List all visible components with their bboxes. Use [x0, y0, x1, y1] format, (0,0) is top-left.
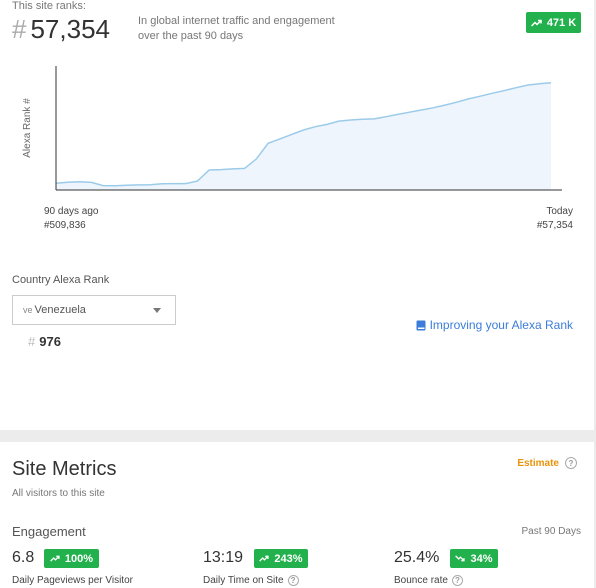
estimate-label: Estimate [517, 457, 559, 469]
pageviews-change-value: 100% [64, 552, 94, 565]
bounce-rate-change-badge: 34% [450, 549, 498, 568]
rank-description: In global internet traffic and engagemen… [138, 14, 335, 44]
trend-down-icon [455, 555, 466, 562]
estimate-info[interactable]: Estimate ? [517, 457, 577, 469]
rank-description-line1: In global internet traffic and engagemen… [138, 15, 335, 27]
rank-label: This site ranks: [12, 0, 86, 12]
bounce-rate-label: Bounce rate [394, 575, 448, 586]
venezuela-flag-icon: ve [23, 305, 33, 315]
chart-start-label: 90 days ago [44, 206, 99, 217]
pageviews-value: 6.8 [12, 549, 35, 566]
bounce-rate-label-row: Bounce rate ? [394, 575, 463, 586]
time-on-site-label-row: Daily Time on Site ? [203, 575, 299, 586]
time-on-site-value: 13:19 [203, 549, 244, 566]
period-label: Past 90 Days [521, 526, 581, 537]
country-rank-label: Country Alexa Rank [12, 274, 110, 286]
time-on-site-change-badge: 243% [254, 549, 308, 568]
country-select[interactable]: ve Venezuela [12, 295, 176, 325]
chart-end-value: #57,354 [536, 220, 573, 231]
pageviews-change-badge: 100% [44, 549, 99, 568]
metrics-title: Site Metrics [12, 458, 117, 480]
chart-end: Today #57,354 [537, 205, 573, 233]
help-icon[interactable]: ? [451, 575, 463, 586]
rank-hash: # [12, 14, 27, 44]
book-icon [416, 320, 426, 330]
engagement-heading: Engagement [12, 524, 86, 539]
trend-up-icon [259, 555, 270, 562]
rank-change-badge: 471 K [526, 12, 581, 33]
pageviews-label: Daily Pageviews per Visitor [12, 575, 133, 586]
time-on-site-change-value: 243% [274, 552, 303, 565]
chart-line [55, 81, 552, 187]
chart-area [56, 82, 551, 190]
global-rank: # 57,354 [12, 14, 110, 45]
country-rank-value: 976 [39, 334, 61, 349]
trend-up-icon [530, 19, 542, 27]
country-select-value: Venezuela [34, 304, 86, 316]
bounce-rate-change-value: 34% [470, 552, 493, 565]
site-metrics-card: Site Metrics All visitors to this site E… [0, 442, 594, 588]
country-rank: # 976 [28, 334, 61, 349]
metrics-subtitle: All visitors to this site [12, 488, 105, 499]
rank-description-line2: over the past 90 days [138, 30, 244, 42]
rank-change-value: 471 K [546, 16, 577, 29]
improve-rank-link-label: Improving your Alexa Rank [429, 318, 573, 332]
chart-start: 90 days ago #509,836 [44, 205, 99, 233]
help-icon: ? [565, 457, 577, 469]
improve-rank-link[interactable]: Improving your Alexa Rank [416, 318, 573, 332]
chart-y-label: Alexa Rank # [22, 98, 33, 158]
time-on-site-label: Daily Time on Site [203, 575, 284, 586]
bounce-rate-value: 25.4% [394, 549, 440, 566]
rank-chart: Alexa Rank # [22, 66, 562, 191]
global-rank-value: 57,354 [30, 14, 110, 44]
chart-end-label: Today [546, 206, 573, 217]
chart-start-value: #509,836 [44, 220, 86, 231]
help-icon[interactable]: ? [287, 575, 299, 586]
chevron-down-icon [153, 308, 161, 313]
country-rank-hash: # [28, 334, 36, 349]
rank-card: This site ranks: # 57,354 In global inte… [0, 0, 594, 430]
trend-up-icon [50, 555, 60, 562]
